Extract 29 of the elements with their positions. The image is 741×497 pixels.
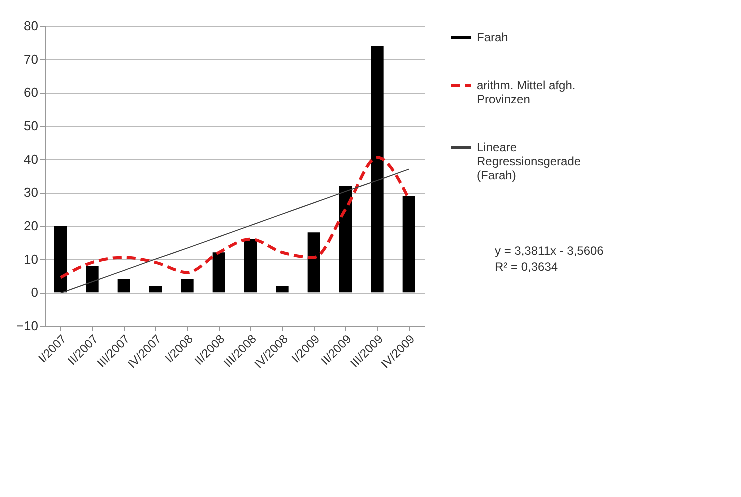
y-tick-label: 10 bbox=[24, 252, 38, 267]
bar bbox=[86, 266, 99, 293]
y-tick-label: −10 bbox=[16, 318, 38, 334]
y-tick-label: 0 bbox=[31, 285, 38, 300]
legend-label: arithm. Mittel afgh. Provinzen bbox=[477, 78, 576, 106]
y-tick-label: 30 bbox=[24, 185, 38, 200]
bar bbox=[308, 232, 320, 293]
y-tick-label: 60 bbox=[24, 85, 38, 100]
y-tick-label: 50 bbox=[24, 118, 38, 134]
y-tick-label: 80 bbox=[24, 18, 38, 34]
y-tick-label: 70 bbox=[24, 52, 38, 67]
legend-label: Lineare Regressionsgerade (Farah) bbox=[477, 140, 582, 182]
bar bbox=[371, 46, 384, 293]
bar bbox=[181, 279, 194, 293]
legend-label: Farah bbox=[477, 30, 508, 44]
bar bbox=[118, 279, 130, 293]
y-tick-label: 20 bbox=[24, 218, 38, 234]
line-series bbox=[60, 168, 410, 294]
bar bbox=[276, 286, 289, 293]
bar bbox=[340, 186, 352, 293]
text: R² = 0,3634 bbox=[495, 260, 558, 274]
text: y = 3,3811x - 3,5606 bbox=[495, 244, 604, 258]
bar bbox=[212, 252, 226, 293]
y-tick-label: 40 bbox=[24, 152, 38, 167]
line-series bbox=[59, 156, 411, 280]
bar bbox=[244, 239, 258, 293]
bar bbox=[150, 286, 162, 293]
bar bbox=[54, 226, 68, 293]
bar bbox=[402, 196, 416, 293]
